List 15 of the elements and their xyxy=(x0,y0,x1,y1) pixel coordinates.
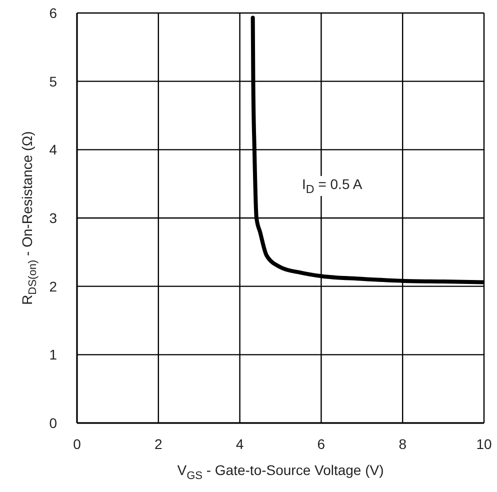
y-tick-label: 5 xyxy=(49,73,58,90)
annotation: I$_{D}$ = 0.5 A xyxy=(300,176,364,196)
x-tick-label: 6 xyxy=(317,436,326,452)
x-tick-label: 2 xyxy=(154,436,162,452)
y-tick-label: 0 xyxy=(49,414,58,431)
y-tick-label: 4 xyxy=(49,142,58,158)
y-tick-label: 1 xyxy=(49,346,58,363)
x-tick-label: 10 xyxy=(476,436,492,452)
x-tick-label: 4 xyxy=(236,436,244,452)
y-tick-label: 2 xyxy=(49,278,58,294)
y-tick-label: 6 xyxy=(49,4,58,21)
y-tick-label: 3 xyxy=(49,210,58,226)
x-tick-label: 8 xyxy=(398,436,407,452)
x-tick-label: 0 xyxy=(73,436,82,452)
x-axis-title: V$_{GS}$ - Gate-to-Source Voltage (V) xyxy=(177,462,384,482)
